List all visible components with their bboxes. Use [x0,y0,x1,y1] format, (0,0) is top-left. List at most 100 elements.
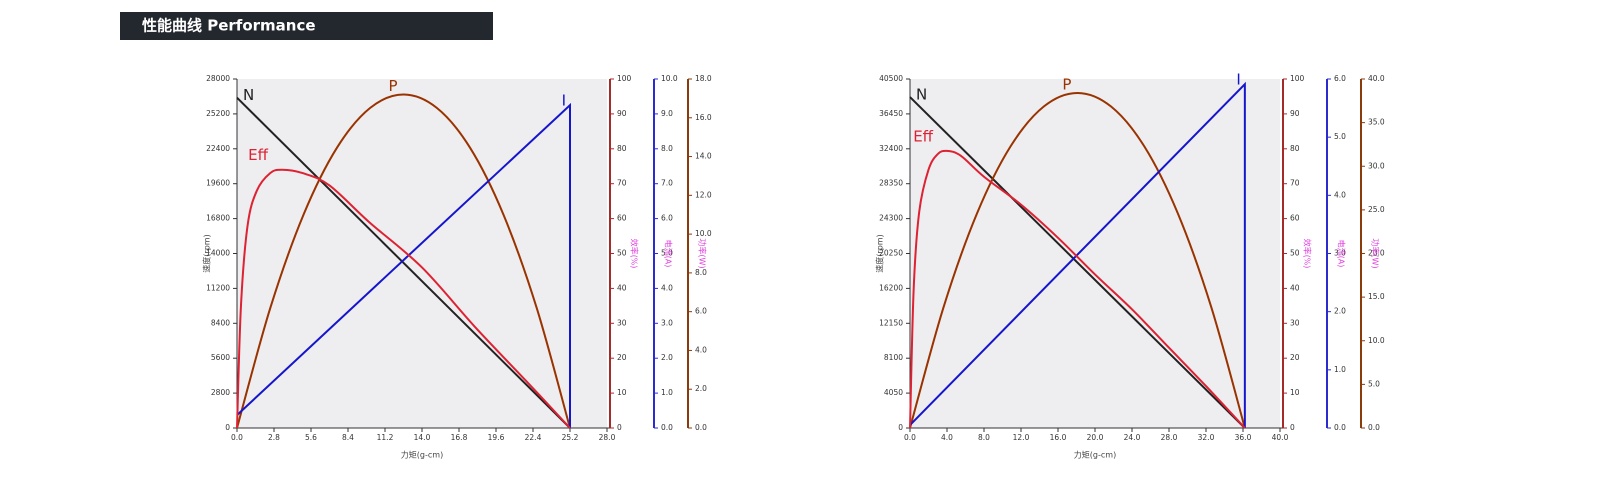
y4-tick-label: 12.0 [695,190,712,199]
series-line [236,93,571,429]
y-tick-label: 20250 [879,249,903,258]
y-tick-label: 5600 [211,353,230,362]
y2-tick-label: 80 [617,144,627,153]
series-line [909,81,1246,428]
y3-tick-label: 2.0 [1334,307,1346,316]
y2-tick-label: 30 [617,318,627,327]
y2-tick-label: 100 [617,74,632,83]
y3-tick-label: 6.0 [661,214,673,223]
x-tick-label: 2.8 [268,433,280,442]
series-label: P [388,77,397,95]
plot-background [237,79,607,428]
y2-tick-label: 20 [1290,353,1300,362]
y3-tick-label: 1.0 [661,388,673,397]
x-tick-label: 20.0 [1087,433,1104,442]
y2-tick-label: 50 [617,249,627,258]
y2-tick-label: 50 [1290,249,1300,258]
y2-tick-label: 10 [617,388,627,397]
y-tick-label: 0 [898,423,903,432]
y-tick-label: 28000 [206,74,230,83]
y2-tick-label: 70 [1290,179,1300,188]
x-tick-label: 11.2 [377,433,394,442]
y3-tick-label: 3.0 [1334,249,1346,258]
y2-tick-label: 100 [1290,74,1305,83]
x-tick-label: 32.0 [1198,433,1215,442]
x-tick-label: 25.2 [562,433,579,442]
y-tick-label: 22400 [206,144,230,153]
series-label: N [916,86,927,104]
y3-axis-title: 电流(A) [664,240,674,268]
y2-tick-label: 90 [617,109,627,118]
y3-tick-label: 9.0 [661,109,673,118]
y3-tick-label: 0.0 [661,423,673,432]
y2-tick-label: 60 [1290,214,1300,223]
y-tick-label: 0 [225,423,230,432]
series-line [236,102,571,428]
x-tick-label: 8.0 [978,433,990,442]
series-label: I [562,92,566,110]
y-tick-label: 32400 [879,144,903,153]
x-tick-label: 5.6 [305,433,317,442]
y-axis-title: 速度(rpm) [202,234,212,272]
series-line [236,168,571,429]
y2-tick-label: 40 [617,283,627,292]
series-line [236,96,571,429]
header-bar [120,12,493,40]
x-tick-label: 22.4 [525,433,542,442]
y4-tick-label: 0.0 [1368,423,1380,432]
y2-axis-title: 效率(%) [630,239,640,269]
y4-tick-label: 16.0 [695,113,712,122]
y-tick-label: 8400 [211,318,230,327]
x-tick-label: 4.0 [941,433,953,442]
y-tick-label: 12150 [879,318,903,327]
y4-tick-label: 40.0 [1368,74,1385,83]
y3-tick-label: 3.0 [661,318,673,327]
y3-tick-label: 1.0 [1334,365,1346,374]
y-axis-title: 速度(rpm) [875,234,885,272]
x-tick-label: 0.0 [904,433,916,442]
series-label: I [1236,71,1240,89]
series-line [909,91,1246,429]
y4-tick-label: 5.0 [1368,379,1380,388]
y4-tick-label: 20.0 [1368,249,1385,258]
y3-tick-label: 5.0 [1334,132,1346,141]
y2-tick-label: 90 [1290,109,1300,118]
y4-tick-label: 2.0 [695,384,707,393]
series-line [909,149,1246,429]
y4-axis-title: 功率(W) [1371,238,1381,268]
y4-tick-label: 4.0 [695,345,707,354]
y4-tick-label: 15.0 [1368,292,1385,301]
y-tick-label: 36450 [879,109,903,118]
series-label: P [1062,75,1071,93]
x-tick-label: 16.8 [451,433,468,442]
y2-tick-label: 20 [617,353,627,362]
series-label: Eff [248,146,268,164]
y3-tick-label: 8.0 [661,144,673,153]
y4-tick-label: 30.0 [1368,161,1385,170]
x-axis-title: 力矩(g-cm) [401,450,443,460]
plot-background [910,79,1280,428]
x-tick-label: 0.0 [231,433,243,442]
y4-tick-label: 10.0 [1368,336,1385,345]
y3-tick-label: 7.0 [661,179,673,188]
y-tick-label: 40500 [879,74,903,83]
y-tick-label: 8100 [884,353,903,362]
y-tick-label: 16800 [206,214,230,223]
y3-tick-label: 10.0 [661,74,678,83]
y2-tick-label: 0 [617,423,622,432]
y4-tick-label: 14.0 [695,152,712,161]
x-tick-label: 24.0 [1124,433,1141,442]
y3-tick-label: 6.0 [1334,74,1346,83]
y-tick-label: 2800 [211,388,230,397]
x-tick-label: 36.0 [1235,433,1252,442]
x-tick-label: 8.4 [342,433,354,442]
y-tick-label: 4050 [884,388,903,397]
y-tick-label: 14000 [206,249,230,258]
y-tick-label: 16200 [879,283,903,292]
x-tick-label: 16.0 [1050,433,1067,442]
y2-tick-label: 60 [617,214,627,223]
y2-tick-label: 80 [1290,144,1300,153]
y4-tick-label: 18.0 [695,74,712,83]
x-tick-label: 28.0 [1161,433,1178,442]
